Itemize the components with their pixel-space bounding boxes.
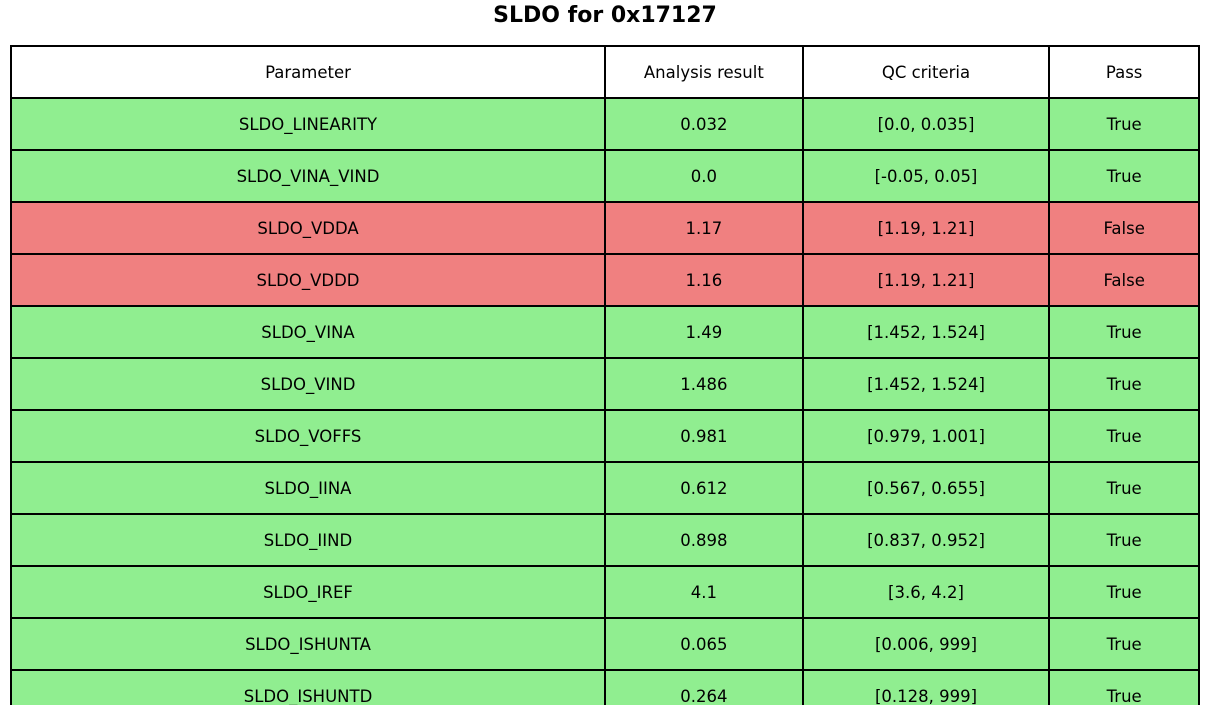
- cell-parameter: SLDO_LINEARITY: [10, 97, 606, 151]
- table-row: SLDO_IREF 4.1 [3.6, 4.2] True: [10, 565, 1200, 619]
- cell-parameter: SLDO_VDDD: [10, 253, 606, 307]
- column-header-pass: Pass: [1048, 45, 1200, 99]
- column-header-qc-criteria: QC criteria: [801, 45, 1051, 99]
- table-row: SLDO_VIND 1.486 [1.452, 1.524] True: [10, 357, 1200, 411]
- cell-qc-criteria: [0.0, 0.035]: [801, 97, 1051, 151]
- cell-analysis-result: 0.0: [604, 149, 804, 203]
- cell-qc-criteria: [0.979, 1.001]: [801, 409, 1051, 463]
- cell-parameter: SLDO_IREF: [10, 565, 606, 619]
- cell-pass: True: [1048, 149, 1200, 203]
- cell-qc-criteria: [0.006, 999]: [801, 617, 1051, 671]
- cell-pass: True: [1048, 565, 1200, 619]
- table-row: SLDO_VINA 1.49 [1.452, 1.524] True: [10, 305, 1200, 359]
- column-header-analysis-result: Analysis result: [604, 45, 804, 99]
- cell-pass: True: [1048, 409, 1200, 463]
- cell-parameter: SLDO_VIND: [10, 357, 606, 411]
- cell-qc-criteria: [1.19, 1.21]: [801, 201, 1051, 255]
- cell-pass: True: [1048, 513, 1200, 567]
- table-row: SLDO_IINA 0.612 [0.567, 0.655] True: [10, 461, 1200, 515]
- table-row: SLDO_VOFFS 0.981 [0.979, 1.001] True: [10, 409, 1200, 463]
- cell-parameter: SLDO_VDDA: [10, 201, 606, 255]
- cell-parameter: SLDO_VINA: [10, 305, 606, 359]
- cell-qc-criteria: [0.837, 0.952]: [801, 513, 1051, 567]
- cell-analysis-result: 0.032: [604, 97, 804, 151]
- cell-qc-criteria: [1.19, 1.21]: [801, 253, 1051, 307]
- cell-qc-criteria: [0.567, 0.655]: [801, 461, 1051, 515]
- cell-analysis-result: 1.17: [604, 201, 804, 255]
- cell-pass: True: [1048, 669, 1200, 705]
- cell-parameter: SLDO_IINA: [10, 461, 606, 515]
- cell-pass: True: [1048, 617, 1200, 671]
- cell-qc-criteria: [3.6, 4.2]: [801, 565, 1051, 619]
- cell-pass: True: [1048, 357, 1200, 411]
- cell-parameter: SLDO_VOFFS: [10, 409, 606, 463]
- table-row: SLDO_ISHUNTD 0.264 [0.128, 999] True: [10, 669, 1200, 705]
- cell-analysis-result: 1.486: [604, 357, 804, 411]
- chart-title: SLDO for 0x17127: [493, 3, 717, 28]
- table-row: SLDO_ISHUNTA 0.065 [0.006, 999] True: [10, 617, 1200, 671]
- cell-qc-criteria: [-0.05, 0.05]: [801, 149, 1051, 203]
- cell-analysis-result: 0.898: [604, 513, 804, 567]
- cell-parameter: SLDO_ISHUNTA: [10, 617, 606, 671]
- cell-pass: True: [1048, 461, 1200, 515]
- qc-results-table: Parameter Analysis result QC criteria Pa…: [10, 45, 1200, 705]
- cell-analysis-result: 0.264: [604, 669, 804, 705]
- table-row: SLDO_VDDD 1.16 [1.19, 1.21] False: [10, 253, 1200, 307]
- cell-analysis-result: 0.612: [604, 461, 804, 515]
- cell-parameter: SLDO_ISHUNTD: [10, 669, 606, 705]
- cell-analysis-result: 1.49: [604, 305, 804, 359]
- cell-qc-criteria: [1.452, 1.524]: [801, 357, 1051, 411]
- table-row: SLDO_VINA_VIND 0.0 [-0.05, 0.05] True: [10, 149, 1200, 203]
- table-row: SLDO_VDDA 1.17 [1.19, 1.21] False: [10, 201, 1200, 255]
- cell-pass: False: [1048, 201, 1200, 255]
- cell-parameter: SLDO_VINA_VIND: [10, 149, 606, 203]
- header-row: Parameter Analysis result QC criteria Pa…: [10, 45, 1200, 99]
- table-row: SLDO_LINEARITY 0.032 [0.0, 0.035] True: [10, 97, 1200, 151]
- cell-analysis-result: 0.981: [604, 409, 804, 463]
- table-row: SLDO_IIND 0.898 [0.837, 0.952] True: [10, 513, 1200, 567]
- cell-analysis-result: 0.065: [604, 617, 804, 671]
- cell-pass: True: [1048, 97, 1200, 151]
- cell-analysis-result: 1.16: [604, 253, 804, 307]
- cell-analysis-result: 4.1: [604, 565, 804, 619]
- cell-parameter: SLDO_IIND: [10, 513, 606, 567]
- cell-pass: False: [1048, 253, 1200, 307]
- column-header-parameter: Parameter: [10, 45, 606, 99]
- cell-qc-criteria: [1.452, 1.524]: [801, 305, 1051, 359]
- cell-pass: True: [1048, 305, 1200, 359]
- cell-qc-criteria: [0.128, 999]: [801, 669, 1051, 705]
